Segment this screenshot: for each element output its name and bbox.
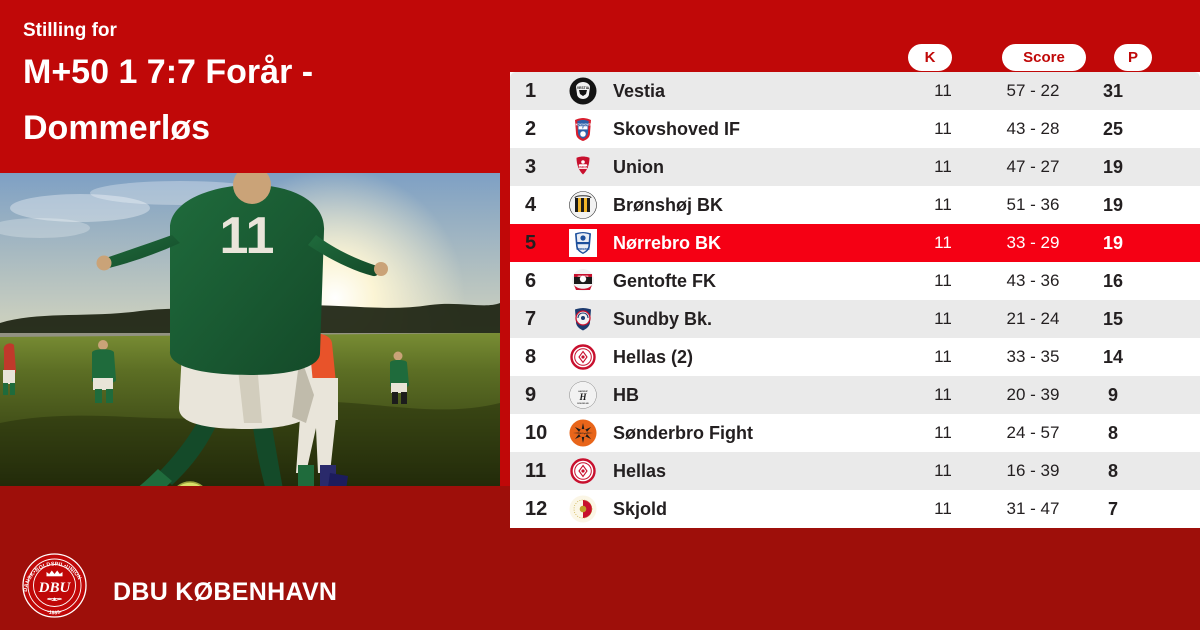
svg-text:VESTIA: VESTIA — [577, 86, 590, 90]
svg-text:H: H — [578, 392, 587, 402]
svg-text:GENTOFTE: GENTOFTE — [578, 276, 590, 278]
svg-text:NØRREBRO: NØRREBRO — [576, 249, 590, 251]
svg-text:SB Fight: SB Fight — [579, 432, 587, 435]
svg-text:UNION: UNION — [578, 165, 589, 169]
svg-text:DBU: DBU — [38, 580, 72, 596]
svg-text:BOLDKLUB: BOLDKLUB — [577, 403, 589, 405]
svg-text:11: 11 — [220, 207, 275, 265]
